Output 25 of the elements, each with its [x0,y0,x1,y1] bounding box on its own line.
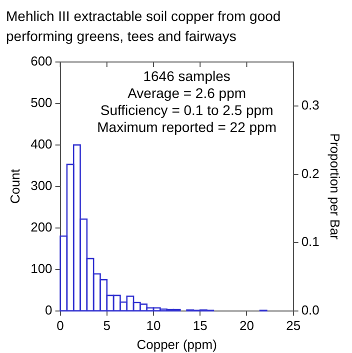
annotation: Average = 2.6 ppm [128,84,246,101]
x-tick-label: 5 [103,318,111,334]
y-tick-label: 0 [45,302,52,318]
x-axis-title: Copper (ppm) [136,336,217,352]
y-tick-label: 500 [30,95,52,110]
x-tick-label: 25 [286,318,301,334]
y2-tick-label: 0.0 [301,302,320,318]
y-tick-label: 400 [30,136,52,152]
y2-axis-title: Proportion per Bar [328,133,343,240]
annotation: 1646 samples [143,68,230,84]
x-tick-label: 20 [239,318,254,334]
y-axis-title: Count [7,168,22,204]
y-tick-label: 300 [30,178,52,193]
y2-tick-label: 0.1 [301,234,320,250]
y2-tick-label: 0.3 [301,98,320,113]
y-tick-label: 100 [30,260,52,276]
annotation: Maximum reported = 22 ppm [97,118,276,135]
y2-tick-label: 0.2 [301,166,320,181]
y-tick-label: 600 [30,54,52,69]
x-tick-label: 10 [146,318,161,334]
chart-title: Mehlich III extractable soil copper from good performing greens, tees and fairways [6,7,282,46]
x-tick-label: 0 [56,318,64,334]
x-tick-label: 15 [192,318,208,334]
annotation: Sufficiency = 0.1 to 2.5 ppm [100,102,274,118]
y-tick-label: 200 [30,219,52,234]
